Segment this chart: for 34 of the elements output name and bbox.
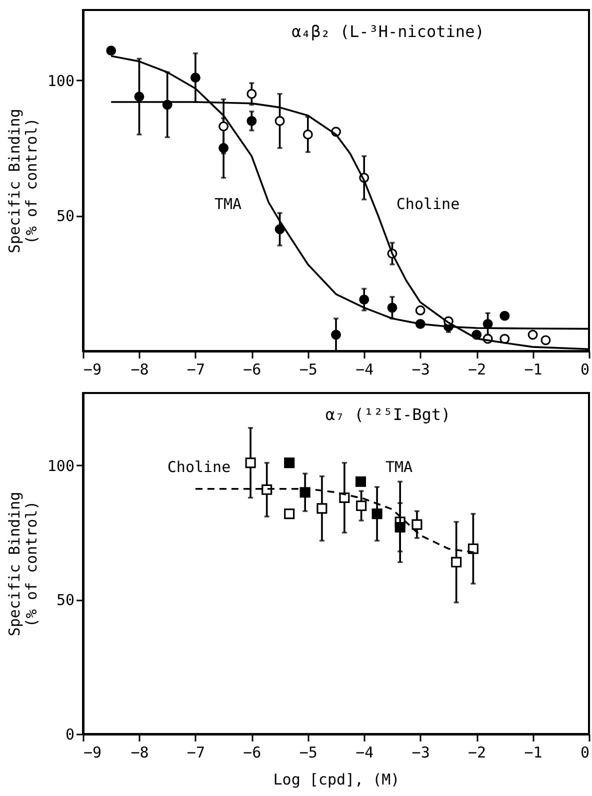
text: α₄β₂ (L-³H-nicotine) — [292, 22, 484, 41]
annotation: TMA — [385, 458, 413, 476]
x-tick-label: 0 — [580, 360, 590, 378]
y-tick-label: 100 — [47, 456, 74, 475]
x-tick-label: −3 — [412, 744, 430, 762]
x-tick-label: −3 — [412, 360, 430, 378]
y-tick-label: 50 — [56, 207, 74, 226]
x-tick-label: −1 — [524, 360, 542, 378]
x-axis-title: Log [cpd], (M) — [273, 770, 400, 788]
x-tick-label: −1 — [524, 744, 542, 762]
x-tick-label: −8 — [130, 360, 149, 378]
x-tick-label: −7 — [186, 744, 205, 762]
annotation: Choline — [167, 458, 231, 476]
x-tick-label: −9 — [84, 360, 102, 378]
y-axis-title: Specific Binding (% of control) — [5, 492, 40, 636]
x-tick-label: −5 — [299, 744, 318, 762]
x-tick-label: −2 — [468, 744, 486, 762]
x-tick-label: −6 — [243, 360, 262, 378]
x-tick-label: −9 — [84, 744, 102, 762]
annotation: TMA — [214, 195, 242, 213]
x-tick-label: −2 — [468, 360, 486, 378]
x-tick-label: −5 — [299, 360, 318, 378]
x-tick-label: −4 — [356, 744, 374, 762]
x-tick-label: −8 — [130, 744, 149, 762]
x-tick-label: −4 — [356, 360, 374, 378]
annotation: Choline — [396, 195, 460, 213]
x-tick-label: −7 — [186, 360, 205, 378]
x-tick-label: −6 — [243, 744, 262, 762]
y-tick-label: 0 — [65, 726, 74, 744]
text: α₇ (¹²⁵I-Bgt) — [325, 405, 451, 424]
y-axis-title: Specific Binding (% of control) — [5, 108, 40, 254]
x-tick-label: 0 — [580, 744, 590, 762]
y-tick-label: 50 — [56, 591, 74, 610]
y-tick-label: 100 — [47, 72, 74, 90]
